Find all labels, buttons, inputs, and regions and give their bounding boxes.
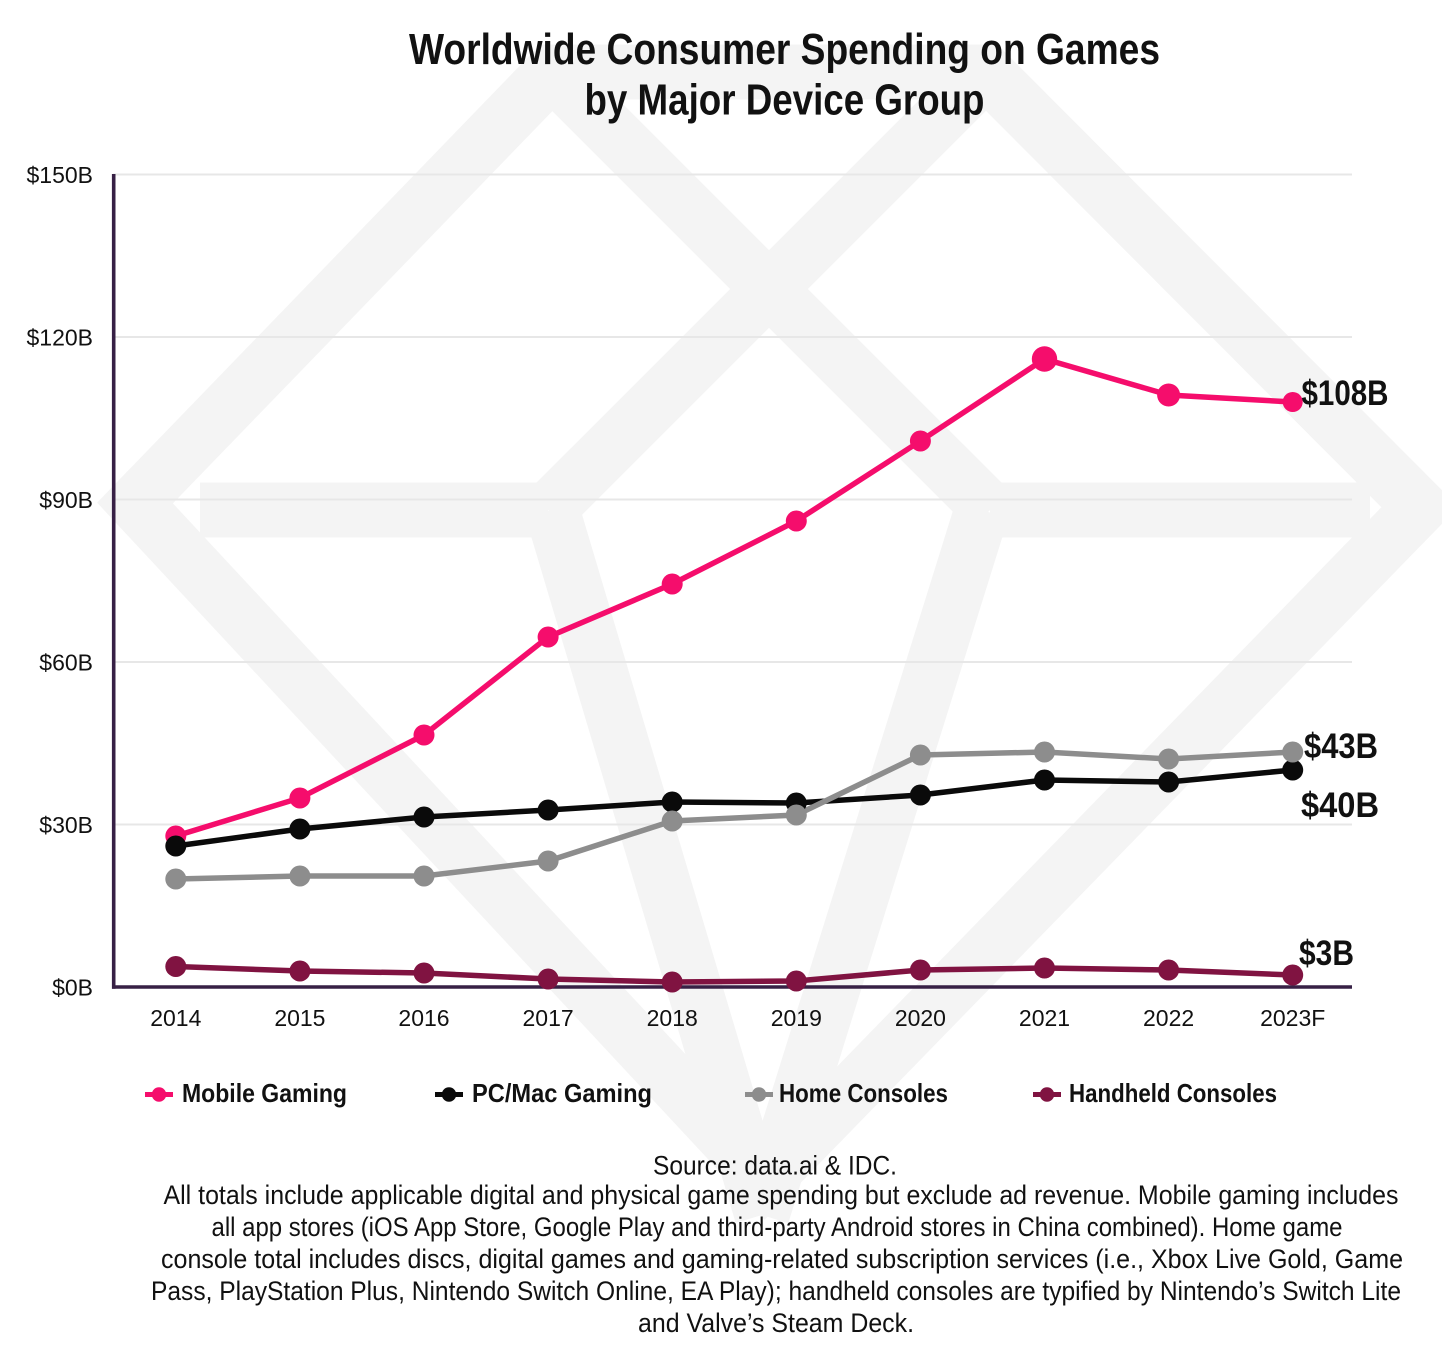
svg-text:2017: 2017 (523, 1005, 574, 1031)
svg-text:Handheld Consoles: Handheld Consoles (1069, 1078, 1277, 1108)
svg-text:and Valve’s Steam Deck.: and Valve’s Steam Deck. (638, 1308, 914, 1338)
svg-text:all app stores (iOS App Store,: all app stores (iOS App Store, Google Pl… (212, 1212, 1343, 1242)
svg-text:Home Consoles: Home Consoles (779, 1078, 948, 1108)
svg-text:2021: 2021 (1019, 1005, 1070, 1031)
svg-text:$150B: $150B (26, 162, 93, 188)
svg-text:$60B: $60B (39, 650, 93, 676)
svg-text:2016: 2016 (398, 1005, 449, 1031)
svg-text:$40B: $40B (1301, 786, 1379, 825)
svg-text:Mobile Gaming: Mobile Gaming (182, 1078, 347, 1108)
svg-text:Worldwide Consumer Spending on: Worldwide Consumer Spending on Games (409, 26, 1160, 74)
svg-text:2019: 2019 (771, 1005, 822, 1031)
svg-text:by Major Device Group: by Major Device Group (585, 77, 985, 125)
svg-text:2014: 2014 (150, 1005, 201, 1031)
svg-text:2023F: 2023F (1260, 1005, 1325, 1031)
svg-text:$120B: $120B (26, 325, 93, 351)
svg-text:$90B: $90B (39, 487, 93, 513)
svg-text:$0B: $0B (52, 975, 93, 1001)
svg-text:$30B: $30B (39, 812, 93, 838)
svg-text:$3B: $3B (1299, 934, 1354, 973)
svg-text:$108B: $108B (1302, 374, 1389, 413)
svg-text:All totals include applicable: All totals include applicable digital an… (164, 1180, 1399, 1210)
svg-text:2022: 2022 (1143, 1005, 1194, 1031)
svg-text:$43B: $43B (1304, 727, 1378, 766)
svg-text:PC/Mac Gaming: PC/Mac Gaming (472, 1078, 652, 1108)
svg-text:2020: 2020 (895, 1005, 946, 1031)
svg-text:Pass, PlayStation Plus, Ninten: Pass, PlayStation Plus, Nintendo Switch … (151, 1276, 1401, 1306)
svg-text:2018: 2018 (647, 1005, 698, 1031)
svg-text:console total includes discs,: console total includes discs, digital ga… (161, 1244, 1403, 1274)
svg-text:2015: 2015 (274, 1005, 325, 1031)
svg-text:Source: data.ai & IDC.: Source: data.ai & IDC. (653, 1151, 897, 1181)
